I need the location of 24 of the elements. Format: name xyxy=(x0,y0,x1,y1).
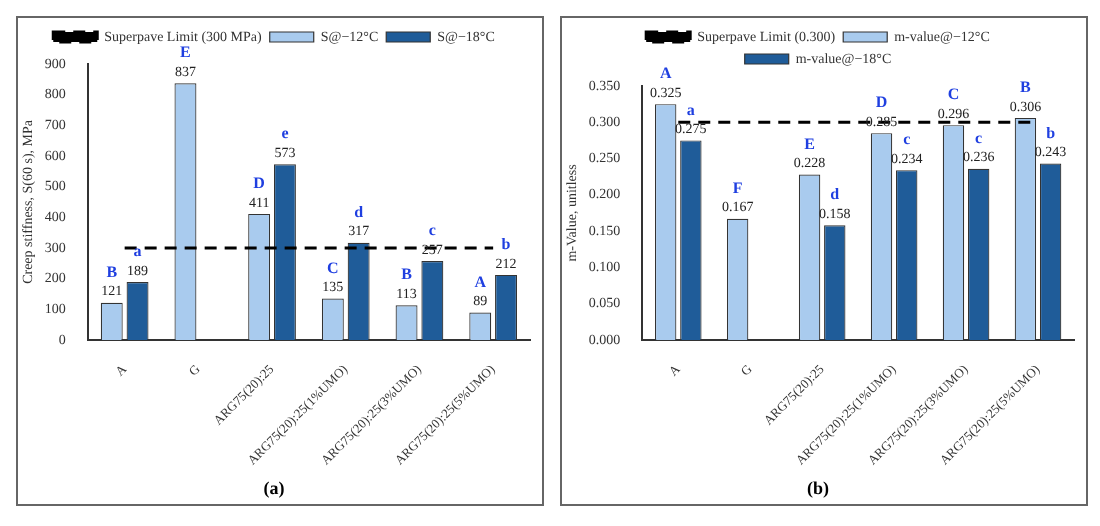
annotation: A xyxy=(659,64,672,83)
annotation: c xyxy=(903,130,912,149)
annotation: b xyxy=(501,235,512,254)
text: (b) xyxy=(807,477,829,498)
annotation: A xyxy=(474,272,487,291)
annotation: E xyxy=(180,43,191,62)
annotation: B xyxy=(401,265,414,284)
annotation: C xyxy=(327,258,340,277)
annotation: a xyxy=(686,100,695,119)
annotation: c xyxy=(975,128,984,147)
annotation: D xyxy=(253,174,266,193)
annotation: b xyxy=(1046,123,1057,142)
text: (a) xyxy=(263,477,285,498)
annotation: B xyxy=(106,262,119,281)
annotation: e xyxy=(281,124,290,143)
annotation: F xyxy=(732,178,743,197)
annotation: E xyxy=(804,134,815,153)
annotation: C xyxy=(947,85,960,104)
annotation: D xyxy=(875,93,888,112)
annotation: c xyxy=(428,221,437,240)
annotation: d xyxy=(354,202,365,221)
annotation: B xyxy=(1020,78,1033,97)
annotation: a xyxy=(133,242,142,261)
annotation: d xyxy=(830,185,841,204)
